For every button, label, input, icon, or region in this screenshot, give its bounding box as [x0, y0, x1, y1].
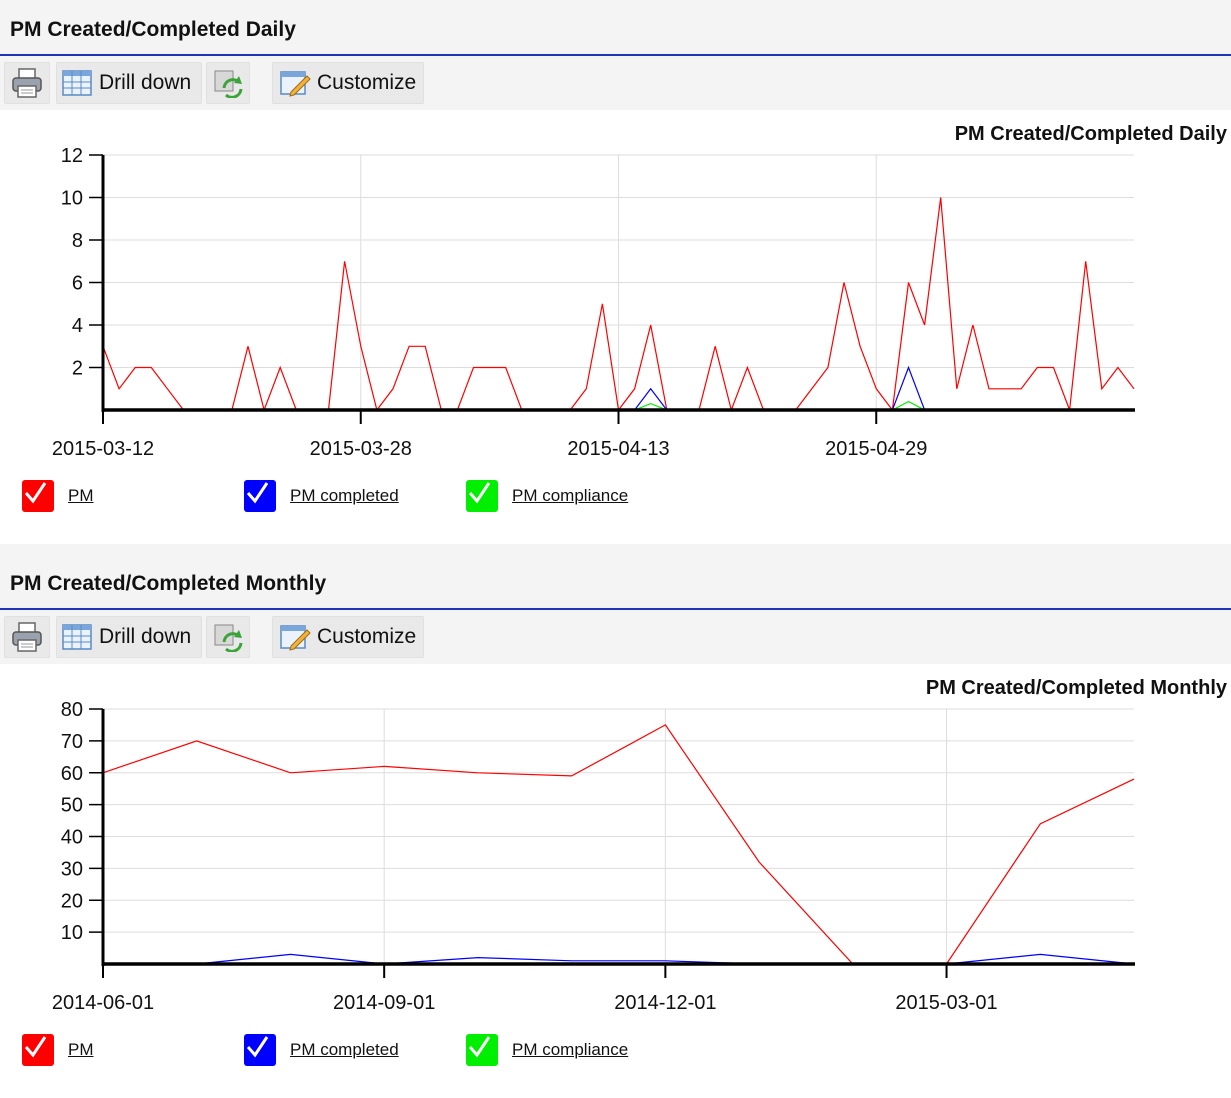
x-tick-label: 2014-12-01: [614, 992, 716, 1014]
panel-title: PM Created/Completed Daily: [10, 18, 296, 41]
checkbox-icon: [22, 1034, 54, 1066]
checkbox-icon: [244, 480, 276, 512]
daily-chart: PM Created/Completed Daily 2 4 6 8 10 12 2015-0…: [0, 110, 1231, 544]
monthly-chart-svg: PM Created/Completed Monthly 10 20 30 40 50 60…: [52, 677, 1228, 1014]
y-tick-label: 20: [61, 890, 83, 912]
checkbox-icon: [466, 480, 498, 512]
legend-item-pm[interactable]: PM: [22, 480, 94, 512]
x-tick-label: 2015-03-28: [310, 438, 412, 460]
legend-label: PM completed: [290, 486, 399, 505]
chart-legend: PM PM completed PM compliance: [0, 480, 1231, 520]
customize-icon: [280, 71, 311, 97]
x-tick-label: 2015-04-13: [567, 438, 669, 460]
customize-icon: [280, 625, 311, 651]
drill-down-button[interactable]: Drill down: [56, 62, 202, 104]
chart-title: PM Created/Completed Daily: [955, 123, 1228, 145]
customize-label: Customize: [317, 625, 417, 648]
print-button[interactable]: [4, 62, 50, 104]
monthly-panel: PM Created/Completed Monthly Drill down: [0, 554, 1231, 1098]
series-line-pm: [102, 724, 1135, 965]
y-tick-label: 80: [61, 699, 83, 721]
drill-down-label: Drill down: [99, 71, 192, 94]
checkbox-icon: [244, 1034, 276, 1066]
x-tick-label: 2015-03-12: [52, 438, 154, 460]
panel-header: PM Created/Completed Monthly: [0, 554, 1231, 610]
toolbar: Drill down Customize: [0, 56, 1231, 110]
checkbox-icon: [22, 480, 54, 512]
legend-item-pm-completed[interactable]: PM completed: [244, 1034, 399, 1066]
drill-down-button[interactable]: Drill down: [56, 616, 202, 658]
y-tick-label: 4: [72, 315, 83, 337]
checkbox-icon: [466, 1034, 498, 1066]
x-tick-label: 2015-04-29: [825, 438, 927, 460]
toolbar: Drill down Customize: [0, 610, 1231, 664]
legend-label: PM completed: [290, 1040, 399, 1059]
drill-down-label: Drill down: [99, 625, 192, 648]
y-tick-label: 10: [61, 922, 83, 944]
legend-item-pm-completed[interactable]: PM completed: [244, 480, 399, 512]
legend-item-pm[interactable]: PM: [22, 1034, 94, 1066]
daily-panel: PM Created/Completed Daily Drill down: [0, 0, 1231, 544]
monthly-chart: PM Created/Completed Monthly 10 20 30 40 50 60…: [0, 664, 1231, 1098]
print-button[interactable]: [4, 616, 50, 658]
refresh-button[interactable]: [206, 62, 250, 104]
x-tick-label: 2014-06-01: [52, 992, 154, 1014]
refresh-icon: [214, 70, 243, 98]
daily-chart-svg: PM Created/Completed Daily 2 4 6 8 10 12 2015-0…: [52, 123, 1228, 460]
x-tick-label: 2015-03-01: [895, 992, 997, 1014]
legend-label: PM: [68, 1040, 94, 1059]
legend-item-pm-compliance[interactable]: PM compliance: [466, 1034, 628, 1066]
table-icon: [62, 624, 92, 650]
y-tick-label: 30: [61, 858, 83, 880]
y-tick-label: 40: [61, 827, 83, 849]
panel-title: PM Created/Completed Monthly: [10, 572, 327, 595]
y-tick-label: 50: [61, 795, 83, 817]
panel-header: PM Created/Completed Daily: [0, 0, 1231, 56]
table-icon: [62, 70, 92, 96]
chart-title: PM Created/Completed Monthly: [926, 677, 1228, 699]
refresh-icon: [214, 624, 243, 652]
y-tick-label: 6: [72, 273, 83, 295]
y-tick-label: 70: [61, 731, 83, 753]
customize-button[interactable]: Customize: [272, 616, 424, 658]
legend-label: PM compliance: [512, 1040, 629, 1059]
printer-icon: [12, 68, 42, 98]
y-tick-label: 12: [61, 145, 83, 167]
legend-item-pm-compliance[interactable]: PM compliance: [466, 480, 628, 512]
y-tick-label: 10: [61, 188, 83, 210]
customize-button[interactable]: Customize: [272, 62, 424, 104]
chart-legend: PM PM completed PM compliance: [0, 1034, 1231, 1074]
x-tick-label: 2014-09-01: [333, 992, 435, 1014]
y-tick-label: 2: [72, 358, 83, 380]
printer-icon: [12, 622, 42, 652]
legend-label: PM: [68, 486, 94, 505]
y-tick-label: 60: [61, 763, 83, 785]
y-tick-label: 8: [72, 230, 83, 252]
customize-label: Customize: [317, 71, 417, 94]
legend-label: PM compliance: [512, 486, 629, 505]
refresh-button[interactable]: [206, 616, 250, 658]
